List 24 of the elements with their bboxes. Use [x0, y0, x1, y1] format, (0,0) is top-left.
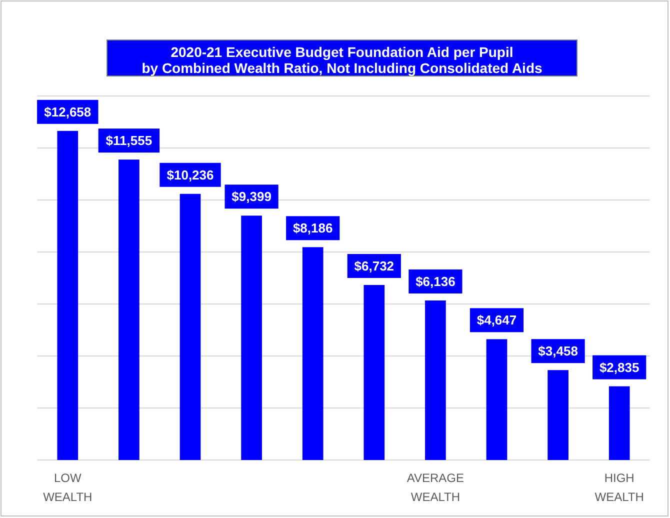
data-label: $2,835 [599, 360, 640, 375]
data-label: $3,458 [538, 344, 578, 359]
x-tick-label: AVERAGE WEALTH [406, 471, 464, 504]
bar [486, 339, 508, 460]
data-label: $9,399 [232, 189, 272, 204]
bar [302, 247, 324, 460]
bar [118, 160, 140, 460]
bar [364, 284, 385, 460]
x-tick-label: LOW WEALTH [43, 471, 92, 504]
bar [57, 130, 78, 460]
bar [425, 300, 446, 460]
data-label: $11,555 [106, 133, 152, 148]
bar [608, 386, 630, 460]
bar [548, 370, 568, 460]
chart-title: 2020-21 Executive Budget Foundation Aid per Pupil by Combined Wealth Ratio, Not Including Consolidated Aids [142, 44, 542, 76]
data-label: $6,136 [416, 274, 456, 290]
data-label: $10,236 [166, 167, 214, 182]
x-tick-label: HIGH WEALTH [594, 471, 644, 504]
bar [180, 194, 201, 460]
data-label: $4,647 [476, 312, 517, 328]
bar [241, 216, 262, 460]
data-label: $12,658 [44, 104, 92, 120]
data-label: $8,186 [292, 220, 333, 236]
data-label: $6,732 [354, 258, 394, 274]
